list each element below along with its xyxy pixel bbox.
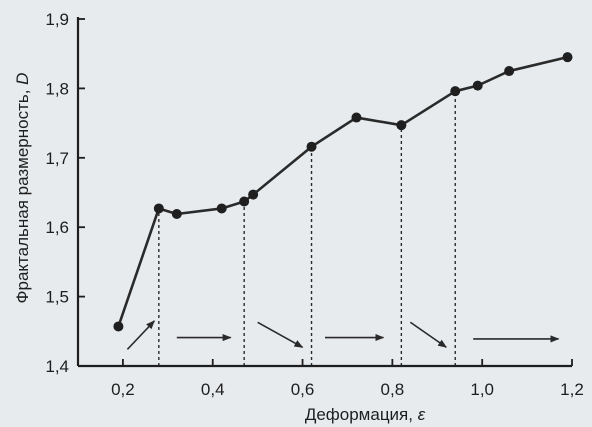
- axes: [76, 17, 572, 368]
- stage-arrows: [126, 320, 560, 350]
- y-tick-label: 1,8: [45, 79, 69, 98]
- x-tick-label: 0,4: [201, 380, 225, 399]
- data-point: [216, 203, 227, 214]
- y-axis-title-text: Фрактальная размерность,: [13, 85, 32, 304]
- y-tick-label: 1,9: [45, 10, 69, 29]
- x-axis-title: Деформация, ε: [305, 405, 426, 424]
- data-point: [171, 209, 182, 220]
- stage-boundary-lines: [158, 91, 456, 366]
- data-point: [239, 196, 250, 207]
- x-tick-label: 0,2: [111, 380, 135, 399]
- stage-arrow: [126, 320, 155, 350]
- data-point: [113, 321, 124, 332]
- y-tick-label: 1,7: [45, 149, 69, 168]
- data-point: [351, 112, 362, 123]
- y-axis-title: Фрактальная размерность, D: [13, 73, 32, 304]
- data-point: [562, 52, 573, 63]
- data-point: [472, 80, 483, 91]
- x-tick-label: 0,6: [291, 380, 315, 399]
- data-point: [306, 141, 317, 152]
- data-point: [153, 203, 164, 214]
- data-point: [396, 120, 407, 131]
- x-tick-label: 1,0: [470, 380, 494, 399]
- stage-arrow: [257, 321, 304, 348]
- stage-arrow: [409, 321, 447, 348]
- y-tick-label: 1,5: [45, 288, 69, 307]
- data-point: [248, 189, 259, 200]
- y-tick-label: 1,6: [45, 218, 69, 237]
- x-tick-label: 1,2: [560, 380, 584, 399]
- ticks: 0,2 0,4 0,6 0,8 1,0 1,2 1,4 1,5 1,6 1,7 1,8 1,9: [45, 10, 583, 399]
- data-point: [450, 86, 461, 97]
- data-series: [113, 52, 573, 332]
- y-tick-label: 1,4: [45, 357, 69, 376]
- x-axis-title-symbol: ε: [418, 405, 426, 424]
- y-axis-title-symbol: D: [13, 73, 32, 85]
- x-tick-label: 0,8: [381, 380, 405, 399]
- data-point: [504, 66, 515, 77]
- x-axis-title-text: Деформация,: [305, 405, 418, 424]
